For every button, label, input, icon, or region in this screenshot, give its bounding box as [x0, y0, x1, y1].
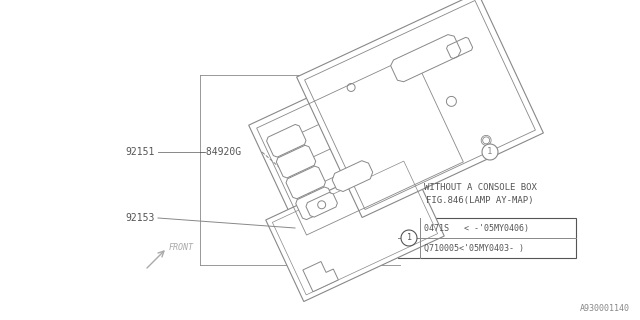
Polygon shape — [482, 144, 498, 160]
Text: —84920G: —84920G — [200, 147, 241, 157]
Polygon shape — [303, 261, 339, 292]
Polygon shape — [249, 47, 471, 243]
Text: 1: 1 — [487, 148, 493, 156]
Polygon shape — [276, 145, 316, 178]
Text: 92153: 92153 — [125, 213, 155, 223]
Bar — [398, 218, 576, 258]
Text: FRONT: FRONT — [169, 244, 194, 252]
Polygon shape — [296, 187, 335, 220]
Text: 1: 1 — [406, 234, 412, 243]
Polygon shape — [306, 192, 337, 217]
Text: FIG.846(LAMP AY-MAP): FIG.846(LAMP AY-MAP) — [426, 196, 534, 204]
Polygon shape — [266, 155, 444, 301]
Polygon shape — [296, 0, 543, 218]
Text: 92151: 92151 — [125, 147, 155, 157]
Polygon shape — [401, 230, 417, 246]
Polygon shape — [317, 201, 326, 209]
Polygon shape — [267, 124, 306, 157]
Polygon shape — [286, 166, 325, 199]
Text: WITHOUT A CONSOLE BOX: WITHOUT A CONSOLE BOX — [424, 183, 536, 193]
Polygon shape — [390, 35, 461, 82]
Text: Q710005<'05MY0403- ): Q710005<'05MY0403- ) — [424, 244, 524, 252]
Text: 0471S   < -'05MY0406): 0471S < -'05MY0406) — [424, 223, 529, 233]
Text: A930001140: A930001140 — [580, 304, 630, 313]
Polygon shape — [332, 161, 372, 191]
